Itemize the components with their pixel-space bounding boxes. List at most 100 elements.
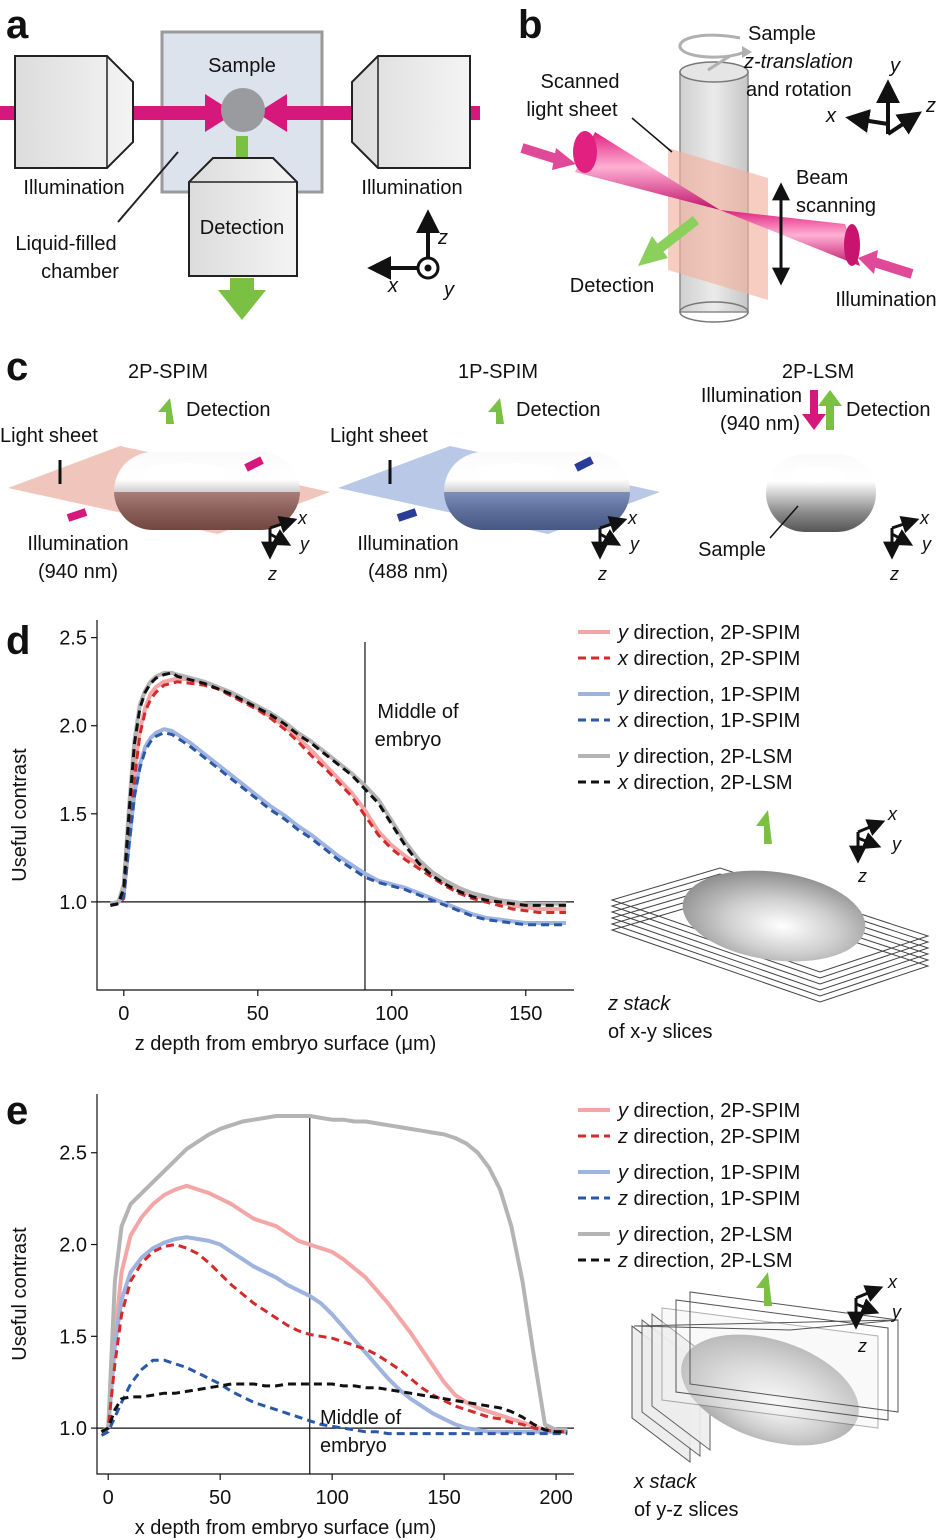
legend-label-4: y direction, 2P-LSM [616, 1224, 793, 1246]
d-stack-1: z stack [607, 993, 671, 1015]
c3-illum-1: Illumination [701, 385, 802, 407]
series-line-4 [109, 670, 566, 906]
c-axis-y-1: y [298, 534, 310, 554]
x-tick-label: 0 [103, 1487, 114, 1509]
right-beam-arrowhead [257, 94, 287, 132]
panel-d: d 0 50 100 150 1.0 1.5 2.0 2.5 z depth from embr… [6, 619, 930, 1055]
axis-x: x [387, 275, 399, 297]
d-axis-x: x [887, 804, 898, 824]
panel-a: a Sample Illumination Illumination Detec… [0, 3, 480, 320]
e-stack-1: x stack [633, 1471, 697, 1493]
series-line-0 [100, 1183, 568, 1434]
c-axis-z-3: z [889, 564, 899, 584]
x-axis-label: z depth from embryo surface (μm) [135, 1033, 437, 1055]
e-axis-x: x [887, 1272, 898, 1292]
x-tick-label: 150 [427, 1487, 460, 1509]
series-line-2 [100, 1235, 568, 1434]
d-z-stack-illustration: z stack of x-y slices x y z [607, 804, 930, 1043]
d-annotation-2: embryo [375, 729, 442, 751]
axis-z: z [437, 227, 448, 249]
label-b-detection: Detection [570, 275, 655, 297]
c-1p-spim: 1P-SPIM Detection Light sheet Illuminati… [330, 361, 660, 583]
axis-frame [96, 620, 574, 991]
e-x-stack-illustration: x stack of y-z slices x y z [631, 1272, 902, 1521]
legend-label-5: z direction, 2P-LSM [617, 1250, 793, 1272]
legend-label-0: y direction, 2P-SPIM [616, 622, 800, 644]
c1-title: 2P-SPIM [128, 361, 208, 383]
panel-a-axes: z x y [367, 209, 455, 301]
c1-illum-1: Illumination [27, 533, 128, 555]
x-tick-label: 100 [315, 1487, 348, 1509]
legend-label-3: x direction, 1P-SPIM [617, 710, 800, 732]
c3-sample-label: Sample [698, 539, 766, 561]
series-line-0 [109, 676, 566, 911]
y-axis-label: Useful contrast [9, 748, 31, 882]
left-beam-arrowhead [205, 94, 235, 132]
label-b-sample-2: z-translation [743, 51, 853, 73]
c1-detection: Detection [186, 399, 271, 421]
label-b-sample-1: Sample [748, 23, 816, 45]
c3-detect-arrow [818, 390, 842, 430]
y-tick-label: 1.5 [59, 804, 87, 826]
c3-title: 2P-LSM [782, 361, 854, 383]
legend-label-3: z direction, 1P-SPIM [617, 1188, 800, 1210]
x-axis-label: x depth from embryo surface (μm) [135, 1517, 437, 1539]
c2-light-sheet-label: Light sheet [330, 425, 428, 447]
e-stack-2: of y-z slices [634, 1499, 738, 1521]
c-axis-x-2: x [627, 508, 638, 528]
axis-b-z: z [925, 95, 936, 117]
panel-d-letter: d [6, 619, 30, 663]
c1-light-sheet-label: Light sheet [0, 425, 98, 447]
series-line-5 [110, 671, 566, 907]
y-tick-label: 2.5 [59, 1143, 87, 1165]
panel-a-letter: a [6, 3, 29, 47]
right-objective [351, 55, 471, 169]
axis-b-x: x [825, 105, 837, 127]
label-detection: Detection [200, 217, 285, 239]
c-axis-y-2: y [628, 534, 640, 554]
label-b-sample-3: and rotation [746, 79, 852, 101]
label-b-illumination: Illumination [835, 289, 936, 311]
series-line-1 [100, 1243, 568, 1434]
panel-b: b Sample z-translation and rotation Scan… [518, 3, 937, 323]
panel-b-axes: y x z [825, 55, 936, 136]
d-axis-z: z [857, 866, 867, 886]
illumination-cone-right [720, 210, 860, 266]
c-2p-spim: 2P-SPIM Detection Light sheet Illuminati… [0, 361, 330, 583]
panel-e-letter: e [6, 1089, 28, 1133]
panel-c-letter: c [6, 345, 28, 389]
axis-frame [96, 1094, 574, 1475]
detection-arrow [218, 278, 266, 320]
legend-label-0: y direction, 2P-SPIM [616, 1100, 800, 1122]
chart-d: 0 50 100 150 1.0 1.5 2.0 2.5 z depth from embryo… [9, 620, 574, 1055]
x-tick-label: 50 [247, 1003, 269, 1025]
sample-sphere [221, 88, 265, 132]
sheet-leader-line [631, 117, 673, 153]
y-tick-label: 2.0 [59, 716, 87, 738]
c-axis-y-3: y [920, 534, 932, 554]
y-axis-label: Useful contrast [9, 1227, 31, 1361]
detection-arrow-b [656, 216, 700, 252]
x-tick-label: 200 [539, 1487, 572, 1509]
c-axis-z-2: z [597, 564, 607, 584]
x-tick-label: 0 [118, 1003, 129, 1025]
label-beam-2: scanning [796, 195, 876, 217]
legend-e: y direction, 2P-SPIM z direction, 2P-SPIM… [578, 1100, 800, 1272]
x-tick-label: 50 [209, 1487, 231, 1509]
detection-beam [236, 136, 248, 160]
e-axis-z: z [857, 1336, 867, 1356]
label-chamber-2: chamber [41, 261, 119, 283]
c-axis-x-1: x [297, 508, 308, 528]
x-tick-label: 150 [509, 1003, 542, 1025]
panel-e: e 0 50 100 150 200 1.0 1.5 2.0 2.5 x depth from e… [6, 1089, 902, 1539]
legend-label-5: x direction, 2P-LSM [617, 772, 793, 794]
y-tick-label: 1.0 [59, 892, 87, 914]
axis-b-y: y [888, 55, 901, 77]
series-line-3 [110, 731, 566, 927]
legend-label-4: y direction, 2P-LSM [616, 746, 793, 768]
series-line-3 [100, 1358, 568, 1437]
chamber-leader-line [117, 151, 179, 223]
c-axes: x y z x y z x y z [261, 508, 932, 584]
label-illumination-right: Illumination [361, 177, 462, 199]
